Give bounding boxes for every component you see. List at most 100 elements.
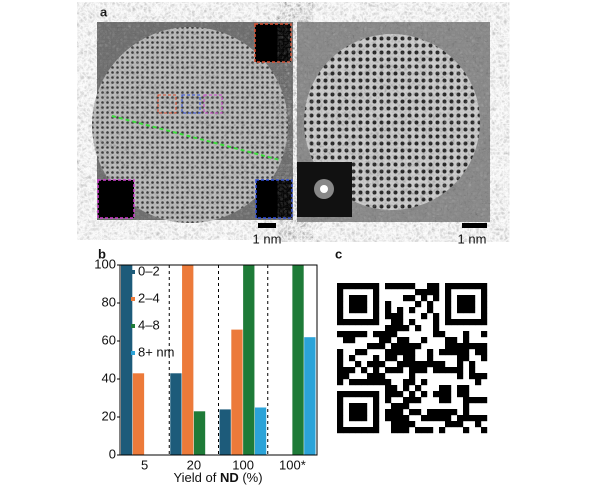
qr-module <box>457 391 464 398</box>
qr-module <box>391 367 398 374</box>
qr-module <box>457 367 464 374</box>
qr-module <box>349 391 356 398</box>
qr-module <box>349 403 356 410</box>
y-tick-label: 0 <box>109 446 116 461</box>
qr-module <box>415 343 422 350</box>
qr-module <box>433 409 440 416</box>
qr-module <box>445 295 452 302</box>
qr-module <box>439 409 446 416</box>
legend-label: 2–4 <box>138 290 160 305</box>
qr-module <box>385 391 392 398</box>
qr-module <box>397 349 404 356</box>
qr-module <box>421 379 428 386</box>
qr-module <box>409 307 416 314</box>
qr-module <box>481 283 488 290</box>
qr-module <box>349 427 356 434</box>
qr-module <box>475 379 482 386</box>
qr-module <box>379 379 386 386</box>
qr-module <box>445 367 452 374</box>
y-tick-label: 60 <box>102 332 116 347</box>
qr-module <box>397 409 404 416</box>
qr-module <box>421 415 428 422</box>
qr-module <box>373 403 380 410</box>
qr-module <box>457 361 464 368</box>
qr-module <box>409 361 416 368</box>
y-tick-label: 80 <box>102 294 116 309</box>
qr-module <box>379 337 386 344</box>
bar <box>304 337 316 455</box>
y-tick-label: 20 <box>102 408 116 423</box>
qr-module <box>415 409 422 416</box>
qr-module <box>415 325 422 332</box>
qr-module <box>415 397 422 404</box>
qr-module <box>397 361 404 368</box>
qr-module <box>379 373 386 380</box>
qr-module <box>445 289 452 296</box>
qr-module <box>355 427 362 434</box>
qr-module <box>403 385 410 392</box>
qr-module <box>337 367 344 374</box>
qr-module <box>355 391 362 398</box>
qr-module <box>421 337 428 344</box>
qr-module <box>379 331 386 338</box>
qr-module <box>445 421 452 428</box>
qr-module <box>397 307 404 314</box>
qr-module <box>361 301 368 308</box>
qr-module <box>445 319 452 326</box>
qr-module <box>457 355 464 362</box>
qr-module <box>463 307 470 314</box>
qr-module <box>391 313 398 320</box>
qr-module <box>445 415 452 422</box>
qr-module <box>433 313 440 320</box>
qr-module <box>469 283 476 290</box>
qr-module <box>337 391 344 398</box>
qr-module <box>409 283 416 290</box>
qr-module <box>469 415 476 422</box>
qr-module <box>343 283 350 290</box>
qr-module <box>415 427 422 434</box>
qr-module <box>415 289 422 296</box>
qr-module <box>355 331 362 338</box>
x-tick-label: 100 <box>232 457 254 472</box>
qr-module <box>349 283 356 290</box>
qr-module <box>451 337 458 344</box>
qr-module <box>475 283 482 290</box>
qr-module <box>373 421 380 428</box>
qr-module <box>385 355 392 362</box>
qr-module <box>337 313 344 320</box>
qr-module <box>481 319 488 326</box>
qr-module <box>457 319 464 326</box>
qr-module <box>409 397 416 404</box>
qr-module <box>481 415 488 422</box>
qr-module <box>367 391 374 398</box>
qr-code <box>337 283 488 434</box>
legend-label: 8+ nm <box>138 344 175 359</box>
qr-module <box>481 397 488 404</box>
qr-module <box>463 427 470 434</box>
qr-module <box>481 373 488 380</box>
qr-module <box>433 361 440 368</box>
qr-module <box>385 385 392 392</box>
qr-module <box>445 307 452 314</box>
qr-module <box>337 373 344 380</box>
qr-module <box>409 355 416 362</box>
qr-module <box>385 349 392 356</box>
qr-module <box>337 307 344 314</box>
qr-module <box>457 349 464 356</box>
qr-module <box>421 367 428 374</box>
qr-module <box>409 343 416 350</box>
qr-module <box>445 337 452 344</box>
qr-module <box>469 301 476 308</box>
qr-module <box>361 283 368 290</box>
qr-module <box>451 409 458 416</box>
qr-module <box>427 409 434 416</box>
qr-module <box>415 361 422 368</box>
bar <box>193 411 206 455</box>
qr-module <box>475 349 482 356</box>
qr-module <box>373 295 380 302</box>
qr-module <box>439 331 446 338</box>
qr-module <box>469 361 476 368</box>
qr-module <box>403 421 410 428</box>
bar <box>243 265 255 455</box>
qr-module <box>391 349 398 356</box>
